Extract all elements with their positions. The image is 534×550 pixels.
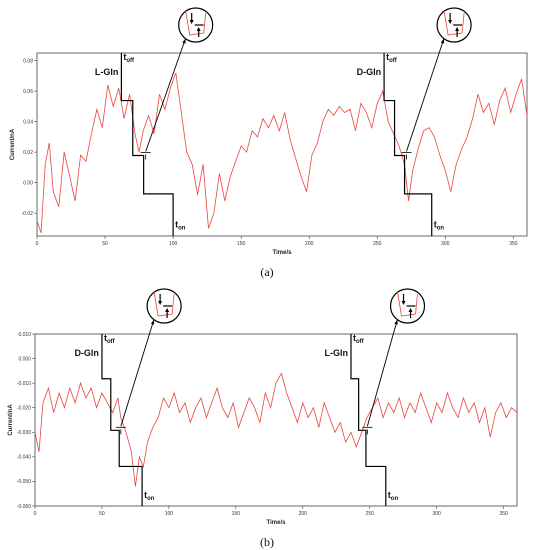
zoom-pointer-line bbox=[366, 319, 398, 427]
panel-b-series-line bbox=[34, 372, 518, 487]
x-tick-label: 0 bbox=[34, 511, 37, 517]
panel-b-xlabel: Time/s bbox=[267, 520, 287, 526]
t-off-label: toff bbox=[123, 52, 135, 64]
t-off-label: toff bbox=[104, 333, 116, 345]
panel-a-annotations: L-Gln toff ton D-Gln toff ton bbox=[95, 7, 472, 236]
panel-b-ylabel: Current/nA bbox=[8, 404, 14, 436]
y-tick-label: -0.010 bbox=[17, 381, 31, 387]
t-on-label: ton bbox=[388, 490, 399, 502]
zoom-arrowhead-down bbox=[401, 301, 406, 305]
step-profile bbox=[101, 334, 143, 506]
zoom-pointer-line bbox=[120, 319, 155, 427]
zoom-arrowhead-up bbox=[455, 27, 460, 31]
step-profile bbox=[350, 334, 387, 506]
panel-a-xlabel: Time/s bbox=[273, 250, 293, 256]
annotation-label: L-Gln bbox=[95, 67, 119, 77]
panel-a: 0 50 100 150 200 250 300 350 -0.02 0.00 0.02 0.04 0.… bbox=[10, 7, 528, 279]
t-on-label: ton bbox=[175, 220, 186, 232]
annotation-d-gln: D-Gln toff ton bbox=[74, 288, 182, 506]
zoom-pointer-head bbox=[150, 319, 155, 325]
x-tick-label: 0 bbox=[36, 241, 39, 247]
panel-a-caption: (a) bbox=[260, 265, 273, 279]
panel-a-series-line bbox=[36, 72, 528, 234]
panel-b-annotations: D-Gln toff ton L-Gln toff ton bbox=[74, 288, 426, 506]
y-tick-label: -0.020 bbox=[17, 406, 31, 412]
zoom-arrowhead-down bbox=[448, 20, 453, 24]
zoom-trace bbox=[443, 10, 465, 36]
x-tick-label: 300 bbox=[441, 241, 450, 247]
zoom-trace bbox=[153, 291, 175, 317]
y-tick-label: -0.040 bbox=[17, 455, 31, 461]
annotation-l-gln: L-Gln toff ton bbox=[324, 288, 426, 506]
zoom-trace bbox=[185, 10, 207, 36]
y-tick-label: -0.060 bbox=[17, 504, 31, 510]
annotation-d-gln: D-Gln toff ton bbox=[357, 7, 472, 236]
panel-a-frame bbox=[36, 52, 528, 237]
panel-b: 0 50 100 150 200 250 300 350 -0.060 -0.050 -0.040 -… bbox=[8, 288, 518, 549]
zoom-arrowhead-down bbox=[189, 20, 194, 24]
x-tick-label: 250 bbox=[373, 241, 382, 247]
x-tick-label: 150 bbox=[237, 241, 246, 247]
panel-a-ylabel: Current/nA bbox=[10, 128, 16, 160]
x-tick-label: 150 bbox=[232, 511, 241, 517]
y-tick-label: -0.030 bbox=[17, 430, 31, 436]
zoom-pointer-line bbox=[145, 38, 186, 152]
y-tick-label: 0.02 bbox=[23, 150, 33, 156]
x-tick-label: 50 bbox=[99, 511, 105, 517]
x-tick-label: 200 bbox=[299, 511, 308, 517]
t-on-label: ton bbox=[434, 220, 445, 232]
zoom-pointer-head bbox=[440, 38, 445, 44]
annotation-label: L-Gln bbox=[324, 348, 348, 358]
step-profile bbox=[383, 53, 433, 236]
x-tick-label: 250 bbox=[366, 511, 375, 517]
x-tick-label: 100 bbox=[165, 511, 174, 517]
y-tick-label: 0.00 bbox=[23, 180, 33, 186]
zoom-pointer-line bbox=[406, 38, 445, 152]
zoom-inset bbox=[146, 288, 182, 324]
t-off-label: toff bbox=[353, 333, 365, 345]
y-tick-label: 0.08 bbox=[23, 58, 33, 64]
y-tick-label: -0.02 bbox=[22, 211, 34, 217]
x-tick-label: 50 bbox=[102, 241, 108, 247]
step-profile bbox=[120, 53, 174, 236]
panel-b-frame bbox=[34, 333, 518, 507]
zoom-trace bbox=[397, 291, 418, 317]
x-tick-label: 350 bbox=[499, 511, 508, 517]
zoom-inset bbox=[436, 7, 472, 43]
annotation-l-gln: L-Gln toff ton bbox=[95, 7, 214, 236]
y-tick-label: 0.000 bbox=[18, 356, 31, 362]
panel-a-ticks: 0 50 100 150 200 250 300 350 -0.02 0.00 0.02 0.04 0.… bbox=[22, 58, 518, 247]
t-off-label: toff bbox=[386, 52, 398, 64]
x-tick-label: 300 bbox=[432, 511, 441, 517]
y-tick-label: 0.010 bbox=[18, 332, 31, 338]
annotation-label: D-Gln bbox=[74, 348, 99, 358]
annotation-label: D-Gln bbox=[357, 67, 382, 77]
x-tick-label: 350 bbox=[509, 241, 518, 247]
zoom-inset bbox=[178, 7, 214, 43]
y-tick-label: -0.050 bbox=[17, 479, 31, 485]
y-tick-label: 0.06 bbox=[23, 89, 33, 95]
zoom-arrowhead-up bbox=[196, 27, 201, 31]
zoom-inset bbox=[389, 288, 426, 324]
zoom-arrowhead-up bbox=[165, 308, 170, 312]
zoom-arrowhead-up bbox=[408, 308, 413, 312]
panel-b-ticks: 0 50 100 150 200 250 300 350 -0.060 -0.050 -0.040 -… bbox=[17, 332, 508, 517]
x-tick-label: 100 bbox=[169, 241, 178, 247]
y-tick-label: 0.04 bbox=[23, 119, 33, 125]
zoom-pointer-head bbox=[394, 319, 398, 325]
zoom-pointer-head bbox=[182, 38, 186, 44]
t-on-label: ton bbox=[144, 490, 155, 502]
x-tick-label: 200 bbox=[305, 241, 314, 247]
zoom-arrowhead-down bbox=[158, 301, 163, 305]
panel-b-caption: (b) bbox=[260, 535, 274, 549]
